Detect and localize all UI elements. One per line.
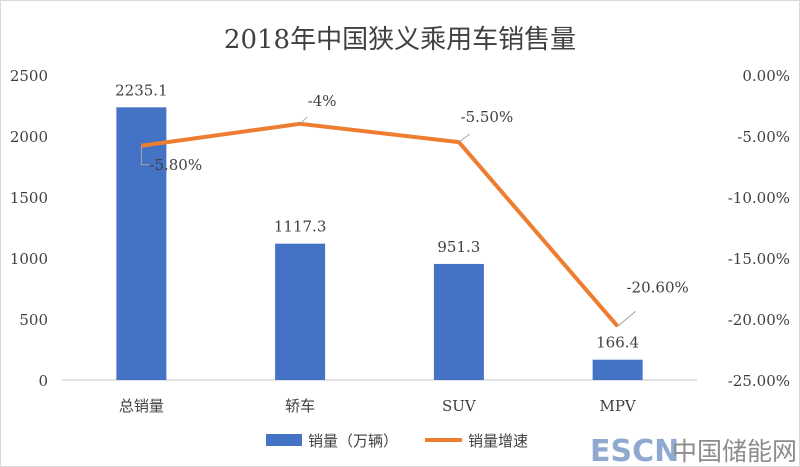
legend-swatch-bar [266,434,302,446]
line-data-label: -20.60% [626,278,688,296]
legend: 销量（万辆） 销量增速 [266,432,528,450]
bar-data-label: 166.4 [596,334,639,352]
bar [275,243,326,380]
line-data-label: -5.80% [149,156,202,174]
bar [433,263,484,380]
left-axis: 0 500 1000 1500 2000 2500 [10,67,48,390]
x-axis-labels: 总销量 轿车 SUV MPV [119,397,637,415]
right-tick-label: -5.00% [737,128,790,146]
leader-line [299,116,308,125]
watermark-latin: ESCN [590,434,679,467]
bar-series: 2235.1 1117.3 951.3 166.4 [115,81,643,380]
right-tick-label: -10.00% [728,189,790,207]
left-tick-label: 2500 [10,67,48,85]
leader-line [617,310,636,327]
left-tick-label: 1000 [10,250,48,268]
left-tick-label: 500 [19,311,48,329]
line-data-label: -4% [308,92,337,110]
right-tick-label: -20.00% [728,311,790,329]
category-label: MPV [599,397,636,415]
growth-line [141,121,620,328]
right-tick-label: -25.00% [728,372,790,390]
line-series: -5.80% -4% -5.50% -20.60% [140,92,689,328]
leader-line [140,145,150,166]
left-tick-label: 0 [38,372,48,390]
left-tick-label: 2000 [10,128,48,146]
bar-data-label: 1117.3 [274,218,327,236]
category-label: 轿车 [285,397,315,415]
left-tick-label: 1500 [10,189,48,207]
bar-data-label: 951.3 [437,238,480,256]
right-tick-label: 0.00% [742,67,790,85]
right-axis: -25.00% -20.00% -15.00% -10.00% -5.00% 0.00% [728,67,790,390]
leader-line [458,133,470,143]
category-label: 总销量 [119,397,164,415]
line-data-label: -5.50% [461,108,514,126]
category-label: SUV [442,397,477,415]
watermark-logo: ESCN 中国储能网 [590,434,797,467]
bar-data-label: 2235.1 [115,81,168,99]
bar [592,359,643,380]
right-tick-label: -15.00% [728,250,790,268]
chart-title: 2018年中国狭义乘用车销售量 [224,25,576,55]
legend-label-bar: 销量（万辆） [308,432,398,450]
watermark-cjk: 中国储能网 [672,437,797,466]
legend-label-line: 销量增速 [468,432,528,450]
